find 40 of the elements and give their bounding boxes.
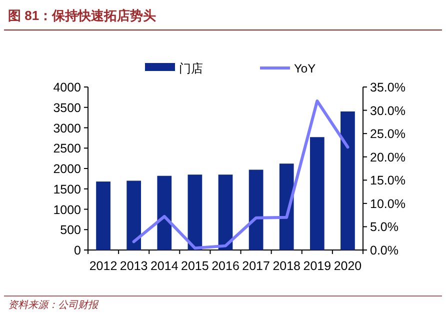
x-tick-label: 2012 [89,259,118,273]
bar [310,137,324,250]
legend-label: 门店 [179,62,203,76]
bar [248,170,264,250]
y-tick-label: 3500 [53,100,82,115]
x-tick-label: 2013 [120,259,148,273]
y-tick-label: 3000 [53,121,82,136]
y2-tick-label: 30.0% [370,104,406,118]
bar [157,176,172,250]
y-tick-label: 500 [60,223,82,238]
x-tick-label: 2020 [334,259,362,273]
x-tick-label: 2018 [272,259,301,273]
y-tick-label: 2000 [53,162,82,176]
x-tick-label: 2019 [303,259,332,273]
bar [126,180,142,250]
y2-tick-label: 5.0% [370,220,398,234]
y2-tick-label: 20.0% [370,150,406,164]
x-tick-label: 2015 [181,259,209,273]
y-tick-label: 4000 [53,80,82,94]
y-tick-label: 2500 [53,142,82,156]
y2-tick-label: 0.0% [370,244,398,258]
y2-tick-label: 15.0% [370,174,406,188]
y-tick-label: 1500 [53,182,82,196]
x-tick-label: 2014 [150,259,178,273]
x-tick-label: 2017 [242,259,270,273]
bar [218,174,233,250]
bar [279,164,294,250]
y-tick-label: 0 [74,244,82,258]
x-tick-label: 2016 [212,259,240,273]
bar [188,174,202,250]
y2-tick-label: 10.0% [370,196,406,211]
y2-tick-label: 35.0% [370,80,406,94]
y2-tick-label: 25.0% [370,127,406,142]
bar [96,182,110,250]
title: 图 81：保持快速拓店势头 [8,8,156,23]
y-tick-label: 1000 [53,202,82,217]
line-series [132,99,350,250]
legend-label: YoY [294,62,316,76]
text: 资料来源：公司财报 [8,299,99,311]
bar [340,111,355,250]
